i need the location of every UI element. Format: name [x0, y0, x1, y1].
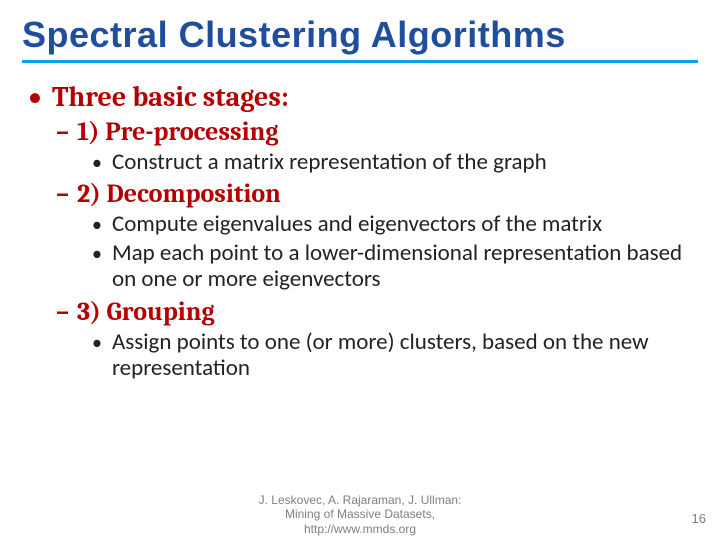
stage-title: 3) Grouping: [77, 297, 215, 327]
footer-attribution: J. Leskovec, A. Rajaraman, J. Ullman: Mi…: [0, 493, 720, 536]
page-number: 16: [692, 511, 706, 526]
bullet-icon: •: [92, 242, 102, 266]
bullet-icon: •: [92, 213, 102, 237]
stage-heading-3: – 3) Grouping: [56, 297, 698, 327]
stage-heading-1: – 1) Pre-processing: [56, 117, 698, 147]
body-text: Map each point to a lower-dimensional re…: [112, 240, 698, 293]
stage2-item-1: • Map each point to a lower-dimensional …: [92, 240, 698, 293]
dash-icon: –: [56, 180, 69, 209]
stage3-item-0: • Assign points to one (or more) cluster…: [92, 329, 698, 382]
stage2-item-0: • Compute eigenvalues and eigenvectors o…: [92, 211, 698, 237]
body-text: Construct a matrix representation of the…: [112, 149, 547, 175]
dash-icon: –: [56, 298, 69, 327]
footer-line-3: http://www.mmds.org: [0, 522, 720, 536]
footer-line-2: Mining of Massive Datasets,: [0, 507, 720, 521]
stage-heading-2: – 2) Decomposition: [56, 179, 698, 209]
stage1-item-0: • Construct a matrix representation of t…: [92, 149, 698, 175]
body-text: Assign points to one (or more) clusters,…: [112, 329, 698, 382]
bullet-icon: •: [92, 331, 102, 355]
stage-title: 1) Pre-processing: [77, 117, 278, 147]
slide-title: Spectral Clustering Algorithms: [22, 14, 698, 63]
body-text: Compute eigenvalues and eigenvectors of …: [112, 211, 602, 237]
footer-line-1: J. Leskovec, A. Rajaraman, J. Ullman:: [0, 493, 720, 507]
bullet-icon: •: [28, 83, 42, 111]
dash-icon: –: [56, 118, 69, 147]
bullet-icon: •: [92, 151, 102, 175]
stage-title: 2) Decomposition: [77, 179, 281, 209]
level1-item: • Three basic stages:: [28, 81, 698, 113]
level1-text: Three basic stages:: [52, 81, 289, 113]
slide-container: Spectral Clustering Algorithms • Three b…: [0, 0, 720, 382]
